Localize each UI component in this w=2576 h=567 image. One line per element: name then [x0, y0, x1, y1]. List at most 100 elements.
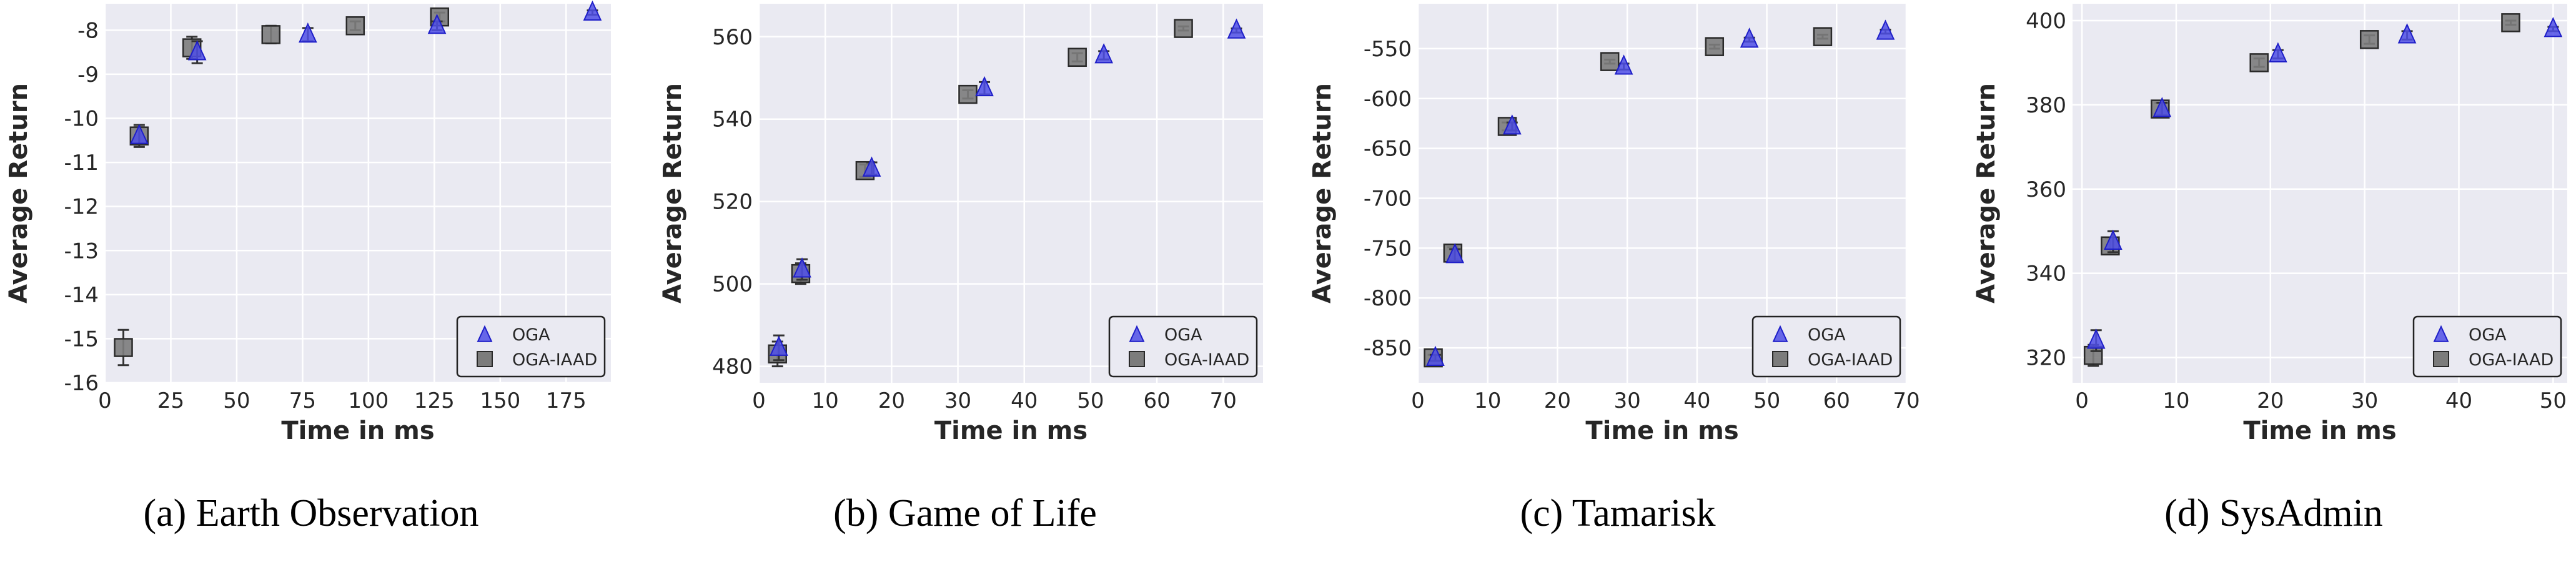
data-point-oga	[793, 257, 811, 278]
x-tick-label: 25	[157, 388, 184, 413]
data-point-oga-iaad	[2501, 13, 2520, 32]
x-tick-label: 0	[752, 388, 766, 413]
data-point-oga	[299, 22, 317, 43]
legend-label-oga-iaad: OGA-IAAD	[512, 350, 597, 370]
y-tick-label: -800	[1364, 286, 1412, 311]
data-point-oga	[583, 0, 602, 21]
x-tick-label: 75	[289, 388, 316, 413]
panel-caption: (c) Tamarisk	[1520, 492, 1716, 535]
data-point-oga-iaad	[1600, 52, 1620, 71]
x-tick-label: 60	[1143, 388, 1170, 413]
panel-caption: (d) SysAdmin	[2164, 492, 2383, 535]
x-tick-label: 30	[2351, 388, 2378, 413]
data-point-oga	[427, 13, 447, 34]
x-tick-label: 40	[2445, 388, 2472, 413]
x-tick-label: 0	[1411, 388, 1425, 413]
y-tick-label: -11	[64, 150, 99, 175]
x-tick-label: 40	[1011, 388, 1038, 413]
data-point-oga	[1614, 54, 1633, 75]
legend-marker-oga-iaad	[1129, 351, 1145, 367]
y-tick-label: -750	[1364, 236, 1412, 261]
data-point-oga	[2269, 42, 2287, 62]
data-point-oga	[1094, 43, 1113, 64]
y-tick-label: 340	[2026, 262, 2066, 287]
y-tick-label: -15	[64, 327, 99, 352]
data-point-oga	[770, 335, 788, 356]
data-point-oga	[2397, 23, 2417, 44]
y-tick-label: 380	[2026, 93, 2066, 118]
chart-panel: 0 10 20 30 40 50 60 70 480 500 520 540 560 Time in ms…	[658, 4, 1263, 535]
legend-marker-oga	[1129, 325, 1145, 342]
y-tick-label: 320	[2026, 346, 2066, 371]
y-tick-label: -550	[1364, 37, 1412, 62]
data-point-oga-iaad	[345, 16, 365, 36]
legend	[456, 315, 606, 378]
data-point-oga-iaad	[2249, 53, 2269, 72]
data-point-oga	[1426, 345, 1445, 366]
x-axis-label: Time in ms	[934, 417, 1087, 445]
y-tick-label: -14	[64, 283, 99, 308]
y-axis-label: Average Return	[1972, 83, 2001, 303]
data-point-oga	[2104, 229, 2123, 250]
y-tick-label: 520	[712, 190, 753, 215]
y-axis-label: Average Return	[658, 83, 687, 303]
x-tick-label: 70	[1210, 388, 1237, 413]
x-tick-label: 50	[2540, 388, 2567, 413]
data-point-oga-iaad	[958, 84, 978, 104]
data-point-oga	[975, 76, 994, 97]
x-tick-label: 125	[414, 388, 455, 413]
legend-label-oga: OGA	[1164, 325, 1202, 345]
legend-label-oga-iaad: OGA-IAAD	[2469, 350, 2554, 370]
y-tick-label: -600	[1364, 87, 1412, 112]
legend	[2412, 315, 2562, 378]
x-axis-label: Time in ms	[281, 417, 434, 445]
y-tick-label: -8	[77, 18, 99, 43]
y-tick-label: -13	[64, 239, 99, 264]
data-point-oga-iaad	[2083, 345, 2103, 365]
x-tick-label: 10	[812, 388, 839, 413]
y-tick-label: 500	[712, 272, 753, 297]
panel-caption: (a) Earth Observation	[143, 492, 478, 535]
chart-panel: 0 10 20 30 40 50 60 70 -850 -800 -750 -700 -650 -600 -…	[1308, 4, 1920, 535]
data-point-oga	[187, 40, 207, 61]
x-tick-label: 70	[1893, 388, 1920, 413]
data-point-oga-iaad	[114, 338, 133, 357]
legend	[1108, 315, 1258, 378]
data-point-oga	[2152, 97, 2172, 117]
legend-marker-oga	[477, 325, 493, 342]
data-point-oga-iaad	[1068, 47, 1087, 67]
y-axis-label: Average Return	[1308, 83, 1337, 303]
y-tick-label: 360	[2026, 177, 2066, 202]
x-axis-label: Time in ms	[1585, 417, 1738, 445]
legend-marker-oga	[1772, 325, 1788, 342]
data-point-oga	[1740, 27, 1759, 48]
x-tick-label: 20	[2257, 388, 2284, 413]
y-tick-label: 560	[712, 25, 753, 50]
chart-panel: 0 25 50 75 100 125 150 175 -16 -15 -14 -13 -12 -11 -10…	[4, 0, 611, 535]
x-tick-label: 20	[1544, 388, 1571, 413]
data-point-oga	[2544, 17, 2563, 37]
y-tick-label: 400	[2026, 9, 2066, 34]
data-point-oga-iaad	[1174, 19, 1193, 38]
x-tick-label: 10	[2162, 388, 2189, 413]
data-point-oga-iaad	[1705, 37, 1725, 56]
x-tick-label: 0	[2075, 388, 2089, 413]
legend-label-oga: OGA	[1808, 325, 1846, 345]
data-point-oga-iaad	[2359, 30, 2379, 49]
x-tick-label: 30	[944, 388, 971, 413]
legend-label-oga: OGA	[2469, 325, 2507, 345]
chart-panel: 0 10 20 30 40 50 320 340 360 380 400 Time in ms Aver…	[1972, 4, 2567, 535]
x-tick-label: 50	[1077, 388, 1104, 413]
legend-marker-oga-iaad	[2433, 351, 2449, 367]
data-point-oga	[1227, 18, 1246, 39]
legend-label-oga: OGA	[512, 325, 550, 345]
y-tick-label: -9	[77, 62, 99, 87]
x-tick-label: 0	[98, 388, 112, 413]
x-tick-label: 60	[1823, 388, 1850, 413]
y-tick-label: 540	[712, 107, 753, 132]
x-tick-label: 40	[1683, 388, 1710, 413]
legend-marker-oga-iaad	[1772, 351, 1788, 367]
data-point-oga	[130, 124, 149, 144]
legend-marker-oga	[2433, 325, 2449, 342]
panel-caption: (b) Game of Life	[833, 492, 1097, 535]
